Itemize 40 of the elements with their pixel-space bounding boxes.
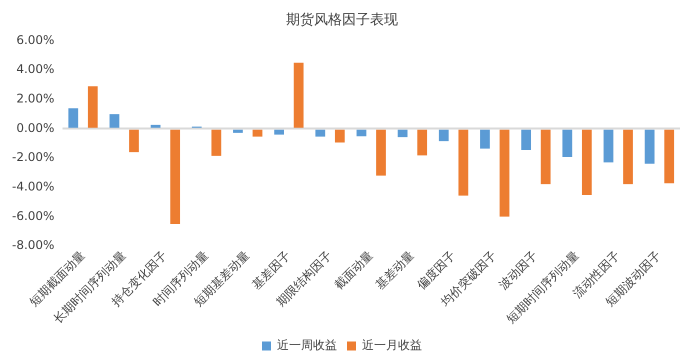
bar (334, 130, 345, 142)
bar (68, 108, 78, 128)
bar (438, 130, 449, 142)
y-tick-label: -4.00% (12, 179, 54, 194)
bar (129, 130, 139, 152)
bar (521, 130, 532, 150)
y-tick-label: -8.00% (12, 238, 54, 252)
y-tick-label: -6.00% (12, 208, 54, 223)
y-tick-label: 0.00% (16, 120, 54, 135)
y-tick-label: 4.00% (16, 62, 54, 76)
bar (88, 86, 98, 128)
legend-label: 近一月收益 (362, 338, 422, 352)
bar (294, 62, 304, 128)
y-tick-label: 6.00% (16, 32, 54, 47)
bar (150, 124, 160, 128)
bar (562, 130, 572, 157)
bar (398, 130, 408, 138)
bar (644, 130, 655, 164)
bar (458, 130, 468, 196)
bar (500, 130, 510, 217)
bar (417, 130, 428, 156)
bar (376, 130, 386, 176)
bar (480, 130, 490, 149)
chart-title: 期货风格因子表现 (286, 12, 398, 28)
bar (540, 130, 551, 184)
legend-label: 近一周收益 (277, 338, 337, 352)
y-tick-label: 2.00% (16, 92, 54, 106)
bar (315, 130, 326, 137)
bar (252, 130, 262, 137)
bar (233, 130, 243, 133)
bar (582, 130, 592, 195)
bar (604, 130, 614, 162)
bar (623, 130, 633, 184)
bar (664, 130, 674, 184)
bar (110, 114, 120, 128)
bar (170, 130, 180, 224)
bar (274, 130, 284, 135)
bar (211, 130, 222, 156)
bar (356, 130, 366, 136)
y-tick-label: -2.00% (12, 150, 54, 164)
